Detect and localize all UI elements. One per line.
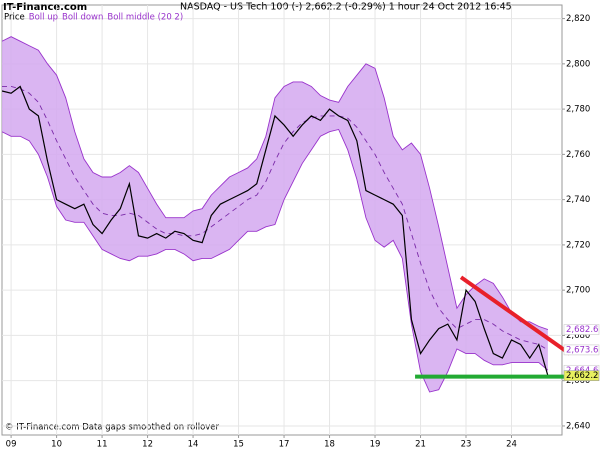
y-tick-label: 2,760: [566, 150, 590, 160]
last-value-box: [563, 344, 600, 356]
band-line: [2, 86, 549, 351]
price-line: [2, 85, 549, 376]
x-tick-label: 11: [97, 440, 108, 450]
chart-title: NASDAQ - US Tech 100 (-) 2,662.2 (-0.29%…: [180, 2, 512, 13]
x-tick-label: 15: [233, 440, 244, 450]
y-tick-label: 2,680: [566, 331, 590, 341]
y-tick-label: 2,640: [566, 421, 590, 431]
y-tick-label: 2,820: [566, 14, 590, 24]
band-fill: [2, 36, 548, 393]
y-tick-label: 2,660: [566, 376, 590, 386]
y-tick-label: 2,700: [566, 286, 590, 296]
trend-line: [459, 275, 571, 356]
y-tick-label: 2,800: [566, 59, 590, 69]
last-value-box: [563, 370, 600, 382]
x-tick-label: 12: [142, 440, 153, 450]
last-value-label: 2,682.6: [566, 325, 598, 335]
footer: © IT-Finance.com Data gaps smoothed on r…: [5, 423, 220, 433]
last-value-box: [563, 324, 600, 335]
x-tick-label: 14: [188, 440, 199, 450]
y-tick-label: 2,740: [566, 195, 590, 205]
legend-entry: Boll up: [29, 13, 58, 23]
x-tick-label: 19: [370, 440, 381, 450]
legend-entry: Boll middle (20 2): [107, 13, 183, 23]
legend-entry: Price: [4, 13, 25, 23]
x-tick-label: 24: [506, 440, 517, 450]
x-tick-label: 23: [461, 440, 472, 450]
last-value-label: 2,673.6: [566, 345, 598, 355]
y-tick-label: 2,780: [566, 105, 590, 115]
band-line: [2, 128, 549, 393]
last-value-label: 2,662.2: [566, 371, 598, 381]
plot-layer: [2, 36, 571, 393]
x-tick-label: 18: [324, 440, 335, 450]
x-tick-label: 21: [415, 440, 426, 450]
brand: IT-Finance.com: [3, 2, 87, 13]
y-tick-label: 2,720: [566, 240, 590, 250]
x-tick-label: 09: [6, 440, 17, 450]
band-line: [2, 36, 549, 330]
x-tick-label: 17: [279, 440, 290, 450]
legend-entry: Boll down: [62, 13, 103, 23]
x-tick-label: 10: [51, 440, 62, 450]
